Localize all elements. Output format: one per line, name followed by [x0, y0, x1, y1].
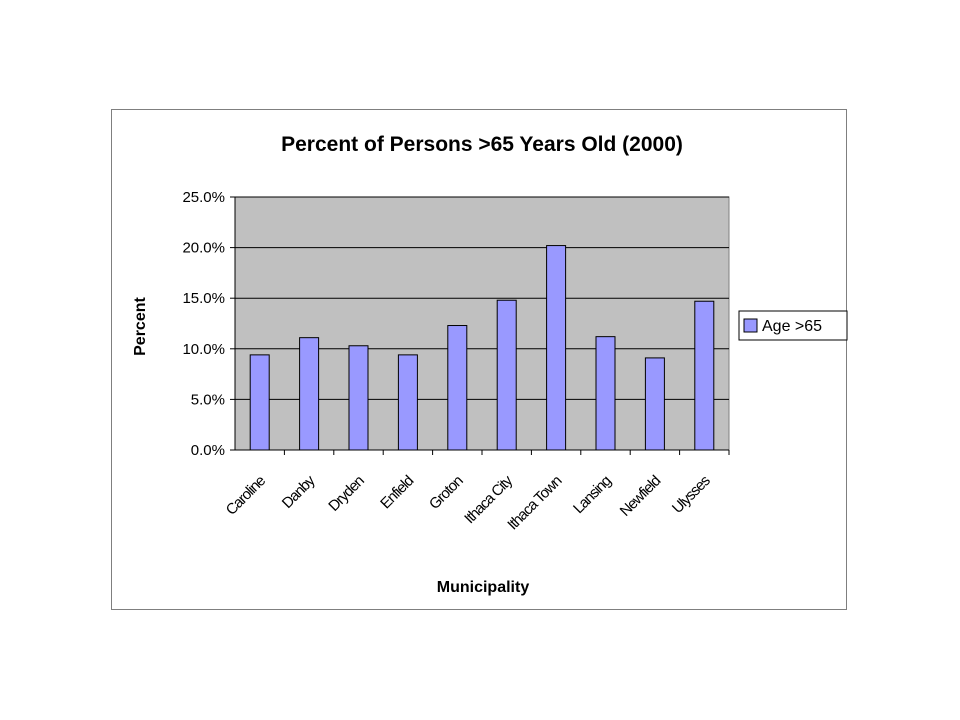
y-tick-label: 10.0% — [182, 341, 225, 358]
bar-lansing — [595, 336, 616, 451]
bar-ulysses — [694, 300, 715, 451]
bar-groton — [447, 325, 468, 451]
chart-svg: Percent of Persons >65 Years Old (2000) … — [132, 133, 848, 596]
legend: Age >65 — [738, 310, 848, 341]
x-axis-title: Municipality — [437, 579, 530, 596]
bar-danby — [299, 337, 320, 451]
x-tick-label: Danby — [279, 472, 319, 512]
x-tick-label: Newfield — [617, 472, 665, 520]
x-tick-label: Ulysses — [669, 472, 714, 517]
x-tick-label: Enfield — [377, 472, 417, 512]
y-tick-label: 0.0% — [191, 442, 225, 459]
bars — [249, 245, 715, 451]
y-tick-label: 5.0% — [191, 391, 225, 408]
bar-dryden — [348, 345, 369, 451]
y-tick-label: 25.0% — [182, 189, 225, 206]
x-tick-label: Lansing — [570, 472, 615, 517]
chart-title: Percent of Persons >65 Years Old (2000) — [281, 133, 683, 156]
bar-ithaca-town — [546, 245, 567, 451]
legend-label: Age >65 — [762, 318, 822, 335]
x-tick-label: Ithaca Town — [504, 472, 565, 533]
y-tick-label: 20.0% — [182, 240, 225, 257]
bar-enfield — [397, 354, 418, 451]
legend-swatch — [743, 318, 758, 333]
y-tick-label: 15.0% — [182, 290, 225, 307]
bar-newfield — [644, 357, 665, 451]
x-tick-label: Dryden — [325, 472, 367, 514]
x-tick-label: Groton — [426, 472, 467, 513]
x-tick-label: Caroline — [223, 472, 269, 518]
bar-caroline — [249, 354, 270, 451]
chart-frame: Percent of Persons >65 Years Old (2000) … — [111, 109, 848, 610]
y-axis-title: Percent — [132, 296, 149, 355]
bar-ithaca-city — [496, 299, 517, 451]
y-axis-ticks: 0.0% 5.0% 10.0% 15.0% 20.0% 25.0% — [182, 189, 235, 459]
